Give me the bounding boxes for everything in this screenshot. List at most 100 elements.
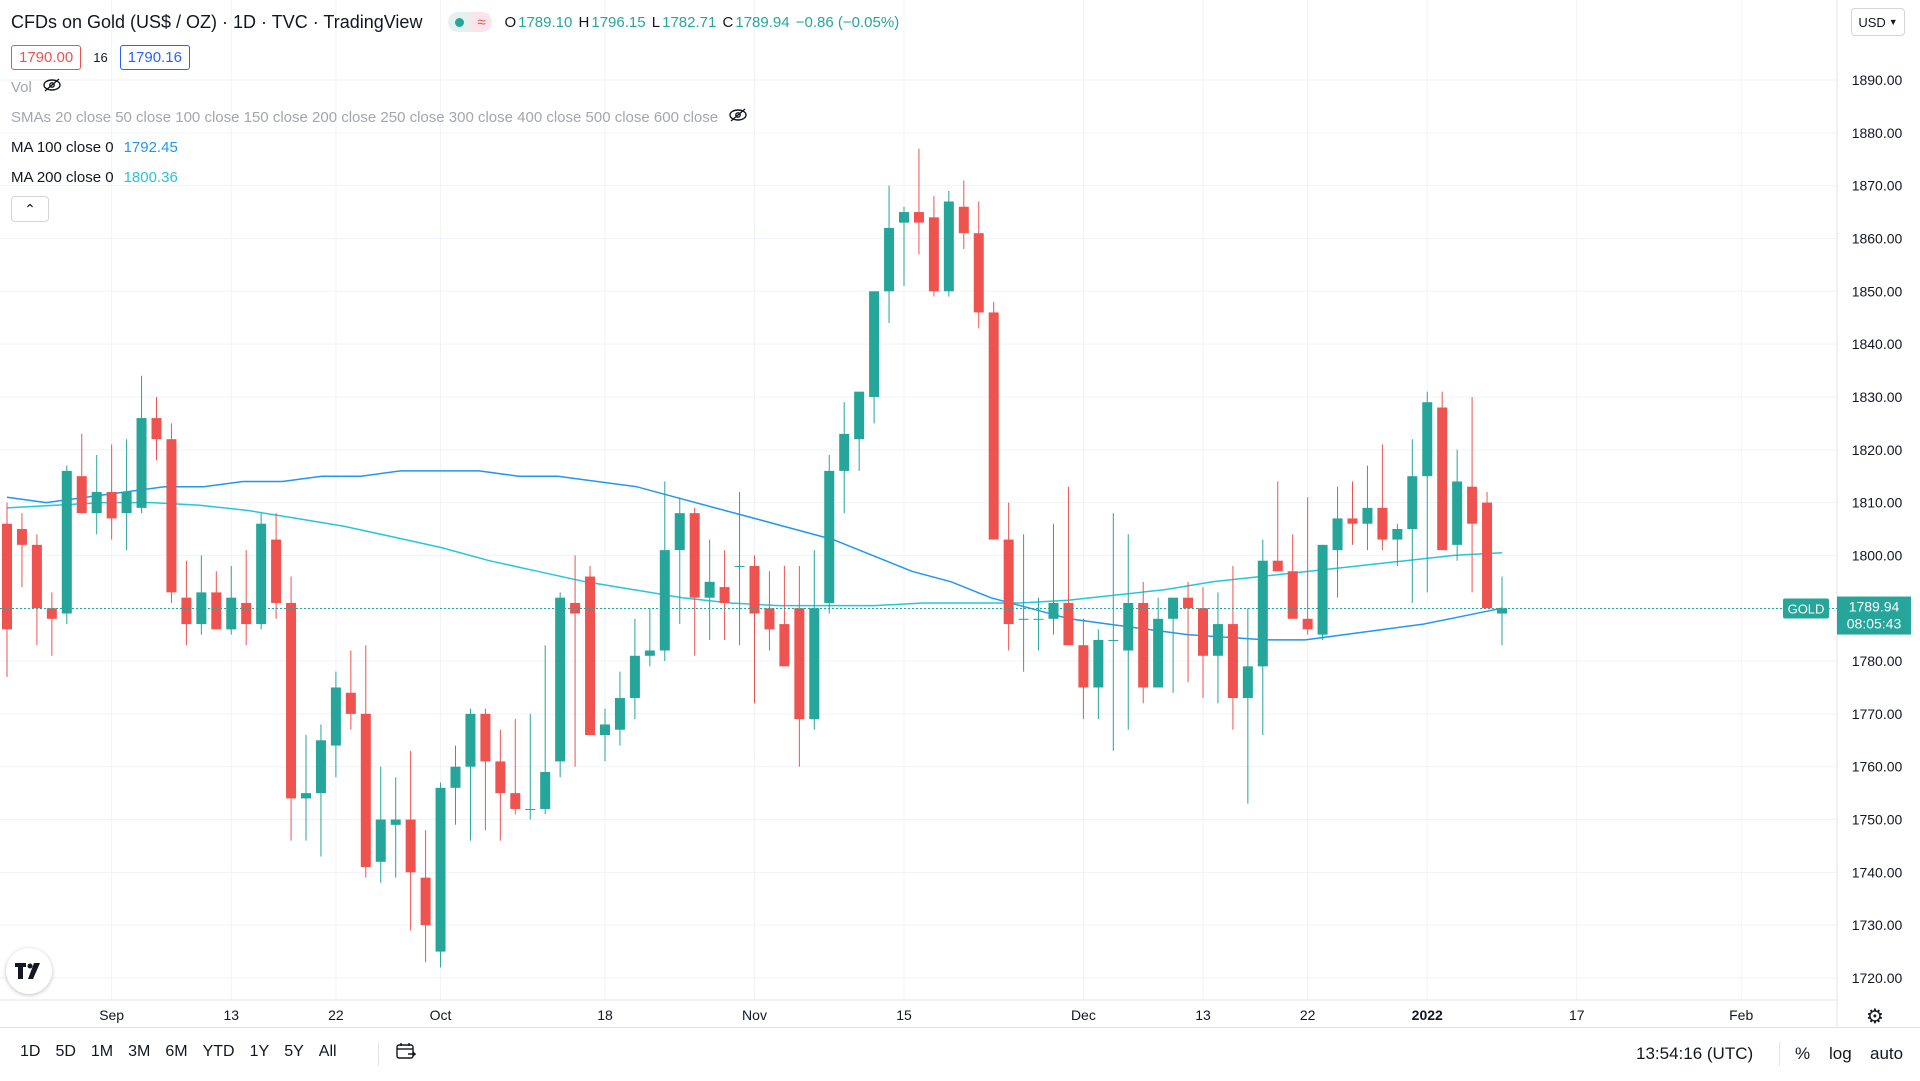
candle (1272, 481, 1283, 572)
ohlc-values: O 1789.10 H 1796.15 L 1782.71 C 1789.94 −0.8… (504, 14, 901, 31)
time-tick-label: 15 (896, 1007, 912, 1023)
candle-body (465, 713, 476, 767)
percent-scale-button[interactable]: % (1795, 1044, 1811, 1063)
indicator-smas[interactable]: SMAs 20 close 50 close 100 close 150 clo… (11, 102, 901, 132)
candle-body (1153, 618, 1164, 688)
candle-body (1347, 518, 1358, 524)
candle-body (151, 418, 162, 440)
eye-crossed-icon[interactable] (728, 108, 748, 126)
candle (1242, 608, 1253, 804)
candle (315, 724, 326, 857)
bid-price[interactable]: 1790.00 (11, 44, 82, 70)
last-price-symbol-tag: GOLD (1783, 598, 1829, 619)
candle (151, 396, 162, 461)
candle (824, 455, 835, 614)
price-tick-label: 1780.00 (1852, 653, 1903, 669)
candle (1257, 539, 1268, 736)
candle-body (405, 819, 416, 873)
range-6m-button[interactable]: 6M (165, 1043, 188, 1060)
indicator-ma100[interactable]: MA 100 close 0 1792.45 (11, 132, 901, 162)
candle-body (1362, 507, 1373, 524)
candle (629, 618, 640, 720)
range-1y-button[interactable]: 1Y (249, 1043, 270, 1060)
indicator-ma200-label: MA 200 close 0 (11, 168, 114, 186)
range-1m-button[interactable]: 1M (90, 1043, 114, 1060)
range-ytd-button[interactable]: YTD (202, 1043, 235, 1060)
time-tick-label: 22 (328, 1007, 344, 1023)
price-tick-label: 1810.00 (1852, 495, 1903, 511)
bottom-toolbar: 1D 5D 1M 3M 6M YTD 1Y 5Y All 13:54:16 (U… (0, 1027, 1920, 1081)
price-tick-label: 1860.00 (1852, 230, 1903, 246)
candle-body (1138, 602, 1149, 688)
candle (1482, 492, 1493, 609)
calendar-goto-icon[interactable] (396, 1042, 417, 1065)
symbol-title[interactable]: CFDs on Gold (US$ / OZ) · 1D · TVC · Tra… (11, 11, 423, 32)
candle-body (1183, 597, 1194, 609)
utc-clock[interactable]: 13:54:16 (UTC) (1636, 1044, 1754, 1063)
candle (734, 492, 745, 646)
candle-body (286, 602, 297, 799)
high-value: 1796.15 (591, 13, 646, 31)
candle (1138, 581, 1149, 704)
candle (166, 423, 177, 603)
candle (674, 497, 685, 625)
chart-legend: CFDs on Gold (US$ / OZ) · 1D · TVC · Tra… (11, 10, 901, 222)
indicator-ma200[interactable]: MA 200 close 0 1800.36 (11, 162, 901, 192)
indicator-vol[interactable]: Vol (11, 72, 901, 102)
auto-scale-button[interactable]: auto (1870, 1044, 1904, 1063)
log-scale-button[interactable]: log (1829, 1044, 1852, 1063)
time-tick-label: Nov (742, 1007, 767, 1023)
range-all-button[interactable]: All (318, 1043, 337, 1060)
candle (1063, 486, 1074, 646)
range-3m-button[interactable]: 3M (128, 1043, 151, 1060)
chevron-up-icon: ⌃ (24, 200, 36, 217)
candle (689, 507, 700, 656)
candle (659, 481, 670, 662)
last-price-tag: 1789.94 08:05:43 (1837, 596, 1911, 635)
price-tick-label: 1850.00 (1852, 283, 1903, 299)
eye-crossed-icon[interactable] (42, 78, 62, 96)
price-axis[interactable]: 1720.00 1730.00 1740.00 1750.00 1760.00 1770.… (1852, 72, 1903, 986)
currency-selector[interactable]: USD ▼ (1851, 8, 1905, 36)
candle-body (794, 608, 805, 720)
candle-body (1063, 602, 1074, 646)
candle (973, 201, 984, 329)
toolbar-divider (1779, 1042, 1780, 1066)
candle-body (1078, 645, 1089, 688)
ask-price[interactable]: 1790.16 (119, 44, 190, 70)
candle (555, 592, 566, 778)
candle (286, 576, 297, 841)
candle-body (809, 608, 820, 720)
candle-body (301, 793, 311, 799)
candle-body (779, 624, 790, 667)
candle-body (629, 655, 640, 699)
range-1d-button[interactable]: 1D (20, 1043, 41, 1060)
candles (2, 148, 1507, 968)
candle-body (824, 470, 835, 603)
candle (1227, 565, 1238, 730)
market-status[interactable]: ≈ (448, 12, 493, 32)
candle (1422, 391, 1433, 593)
candle-body (869, 291, 880, 397)
range-5d-button[interactable]: 5D (55, 1043, 76, 1060)
last-price-value: 1789.94 (1849, 599, 1900, 615)
candle-body (241, 602, 252, 625)
candle-body (435, 787, 446, 952)
change-value: −0.86 (−0.05%) (795, 13, 900, 31)
tradingview-logo-icon[interactable] (6, 948, 52, 994)
ma100-line (6, 470, 1503, 641)
candle-body (1332, 518, 1343, 551)
gear-icon[interactable]: ⚙ (1866, 1006, 1884, 1028)
candle (1183, 581, 1194, 683)
time-axis[interactable]: Sep 13 22 Oct 18 Nov 15 Dec 13 22 2022 17 Feb (99, 1007, 1753, 1023)
candle-body (1497, 608, 1507, 614)
range-5y-button[interactable]: 5Y (284, 1043, 304, 1060)
candle (1212, 592, 1223, 704)
collapse-legend-button[interactable]: ⌃ (11, 196, 49, 222)
candle (91, 455, 102, 535)
candle (375, 766, 386, 883)
candle-body (913, 212, 924, 223)
candle (809, 550, 820, 730)
low-label: L (651, 13, 661, 31)
